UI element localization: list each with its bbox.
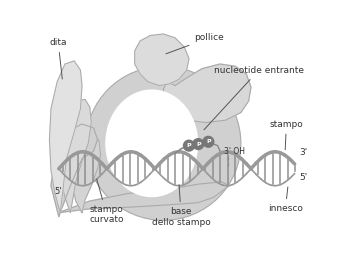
Polygon shape bbox=[59, 182, 229, 213]
Polygon shape bbox=[49, 61, 82, 213]
Text: 5': 5' bbox=[54, 187, 62, 196]
Circle shape bbox=[183, 140, 194, 151]
Ellipse shape bbox=[105, 89, 198, 197]
Text: base
dello stampo: base dello stampo bbox=[152, 185, 211, 227]
Text: innesco: innesco bbox=[268, 187, 303, 213]
Polygon shape bbox=[59, 100, 91, 213]
Text: P: P bbox=[206, 139, 211, 144]
Polygon shape bbox=[51, 124, 98, 216]
Text: P: P bbox=[186, 143, 191, 148]
Polygon shape bbox=[135, 34, 189, 86]
Text: pollice: pollice bbox=[166, 33, 224, 54]
Text: 3' OH: 3' OH bbox=[224, 147, 245, 156]
Text: nucleotide entrante: nucleotide entrante bbox=[204, 66, 304, 130]
Circle shape bbox=[203, 136, 214, 147]
Polygon shape bbox=[71, 132, 101, 213]
Ellipse shape bbox=[86, 66, 241, 220]
Text: dita: dita bbox=[49, 38, 67, 79]
Text: stampo: stampo bbox=[270, 120, 303, 150]
Text: 5': 5' bbox=[299, 173, 307, 182]
Text: stampo
curvato: stampo curvato bbox=[90, 179, 124, 224]
Text: 3': 3' bbox=[299, 148, 307, 157]
Circle shape bbox=[193, 139, 204, 149]
Text: P: P bbox=[196, 142, 201, 147]
Polygon shape bbox=[163, 64, 251, 122]
